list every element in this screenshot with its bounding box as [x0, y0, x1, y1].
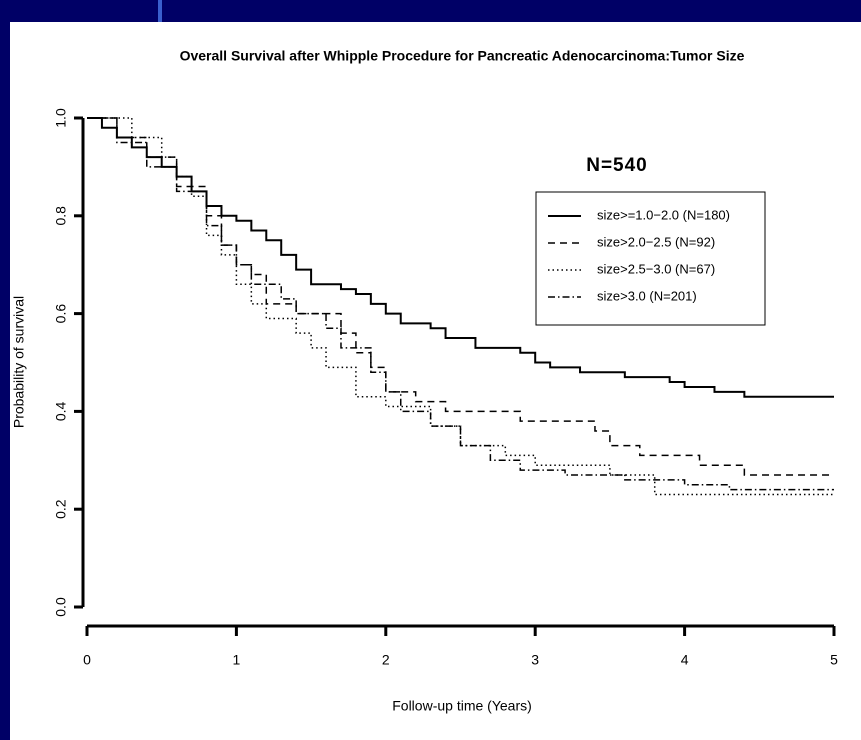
accent	[158, 0, 162, 22]
x-tick-label: 5	[830, 652, 838, 668]
legend-box	[535, 191, 766, 326]
y-tick-label: 0.2	[53, 499, 69, 519]
x-tick-label: 3	[531, 652, 539, 668]
x-tick-label: 4	[681, 652, 689, 668]
x-tick-label: 0	[83, 652, 91, 668]
x-tick-label: 2	[382, 652, 390, 668]
y-axis-label: Probability of survival	[11, 296, 27, 428]
x-tick-label: 1	[233, 652, 241, 668]
y-tick-label: 0.8	[53, 206, 69, 226]
y-tick-label: 0.0	[53, 597, 69, 617]
legend-label: size>=1.0−2.0 (N=180)	[597, 207, 730, 222]
y-tick-label: 1.0	[53, 108, 69, 128]
y-tick-label: 0.6	[53, 304, 69, 324]
annotation: N=540	[586, 155, 648, 176]
legend-label: size>2.5−3.0 (N=67)	[597, 261, 715, 276]
legend-label: size>2.0−2.5 (N=92)	[597, 234, 715, 249]
y-tick-label: 0.4	[53, 401, 69, 421]
survival-curve	[87, 117, 834, 496]
legend-label: size>3.0 (N=201)	[597, 288, 697, 303]
survival-curve	[87, 117, 834, 491]
panel	[10, 22, 861, 740]
x-axis-label: Follow-up time (Years)	[392, 698, 532, 714]
chart-title: Overall Survival after Whipple Procedure…	[180, 48, 745, 64]
